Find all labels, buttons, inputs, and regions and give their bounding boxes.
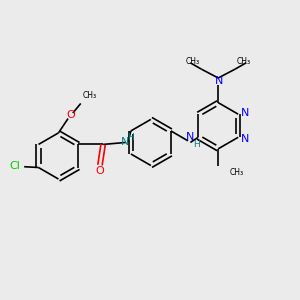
- Text: N: N: [185, 132, 194, 142]
- Text: CH₃: CH₃: [83, 91, 97, 100]
- Text: H: H: [127, 133, 134, 142]
- Text: O: O: [66, 110, 75, 120]
- Text: N: N: [241, 108, 250, 118]
- Text: N: N: [121, 137, 129, 147]
- Text: Cl: Cl: [9, 161, 20, 171]
- Text: CH₃: CH₃: [237, 57, 251, 66]
- Text: H: H: [194, 140, 200, 149]
- Text: N: N: [215, 76, 223, 86]
- Text: CH₃: CH₃: [230, 168, 244, 177]
- Text: N: N: [241, 134, 250, 144]
- Text: O: O: [96, 166, 104, 176]
- Text: CH₃: CH₃: [185, 57, 200, 66]
